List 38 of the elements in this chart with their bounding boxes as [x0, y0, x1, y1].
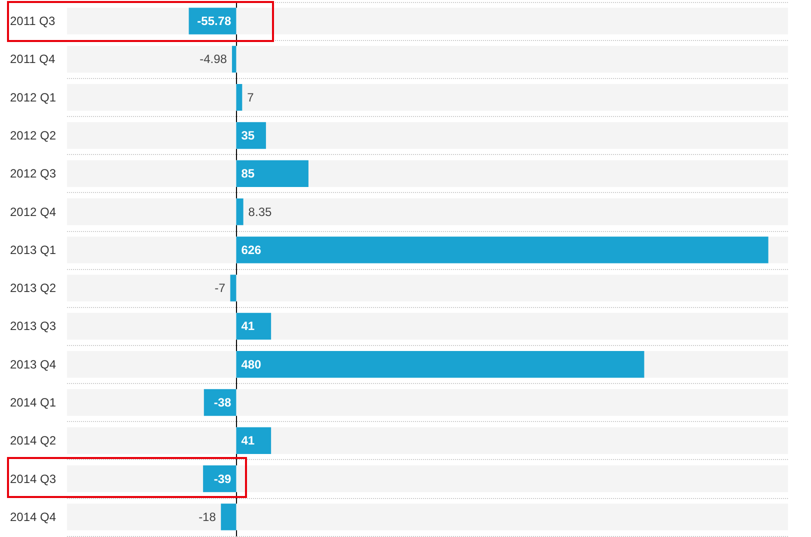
data-label: -4.98	[200, 52, 228, 66]
data-label: -7	[214, 281, 226, 296]
data-label: 480	[241, 357, 262, 372]
y-tick-label: 2012 Q3	[10, 166, 56, 181]
y-tick-label: 2013 Q1	[10, 242, 56, 257]
data-label: -38	[214, 396, 232, 410]
data-label: 8.35	[248, 204, 272, 219]
y-tick-label: 2014 Q4	[10, 510, 56, 524]
y-tick-label: 2013 Q4	[10, 357, 56, 372]
y-tick-label: 2013 Q3	[10, 319, 56, 334]
bar	[236, 312, 272, 340]
y-tick-label: 2012 Q1	[10, 90, 56, 104]
bar	[236, 84, 242, 111]
y-tick-label: 2011 Q3	[10, 14, 56, 28]
bar	[236, 160, 308, 187]
y-tick-label: 2014 Q2	[10, 434, 56, 448]
bar	[232, 46, 236, 73]
data-label: 35	[241, 128, 255, 142]
data-label: 85	[241, 166, 255, 181]
data-label: 7	[247, 90, 254, 104]
y-tick-label: 2014 Q1	[10, 396, 56, 410]
data-label: -18	[198, 510, 216, 524]
y-tick-label: 2011 Q4	[10, 52, 56, 66]
bar	[236, 427, 272, 454]
bar	[236, 198, 244, 226]
data-label: -55.78	[197, 14, 232, 28]
bar	[236, 122, 266, 149]
y-tick-label: 2014 Q3	[10, 472, 56, 486]
data-label: 41	[241, 319, 255, 334]
bar	[230, 274, 236, 302]
data-label: 626	[241, 242, 262, 257]
y-tick-label: 2013 Q2	[10, 281, 56, 296]
y-tick-label: 2012 Q2	[10, 128, 56, 142]
bar	[204, 389, 236, 416]
y-tick-label: 2012 Q4	[10, 204, 56, 219]
data-label: -39	[214, 472, 232, 486]
bar	[220, 504, 236, 530]
data-label: 41	[241, 434, 255, 448]
